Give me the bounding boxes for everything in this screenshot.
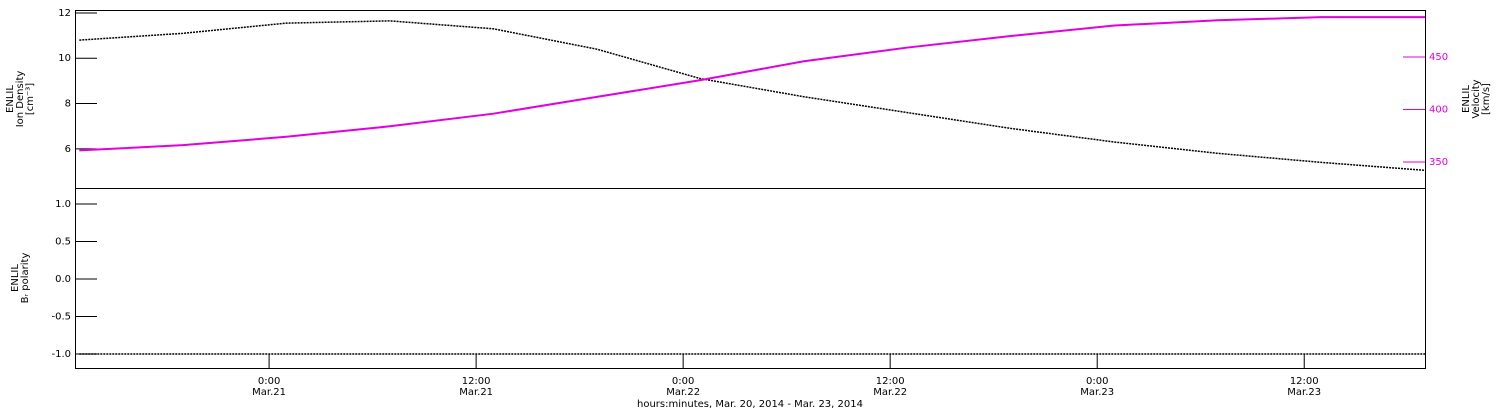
series-line — [79, 16, 1425, 152]
y-axis-label: Ion Density — [15, 71, 26, 128]
x-tick-label: 0:00 — [1086, 376, 1108, 387]
y-tick-label: 8 — [65, 99, 71, 110]
y-tick-label: -1.0 — [51, 349, 71, 360]
y2-axis-label: [km/s] — [1481, 83, 1492, 115]
y2-tick-label: 350 — [1429, 157, 1448, 168]
x-tick-label: 12:00 — [1290, 376, 1319, 387]
x-tick-label: 0:00 — [258, 376, 280, 387]
y-tick-label: 12 — [58, 8, 71, 19]
x-tick-date: Mar.22 — [666, 387, 700, 398]
y-axis-label: ENLIL — [5, 85, 16, 113]
y-tick-label: 0.0 — [55, 274, 71, 285]
x-axis-label: hours:minutes, Mar. 20, 2014 - Mar. 23, … — [637, 399, 863, 410]
y-tick-label: 6 — [65, 144, 71, 155]
y2-axis-label: ENLIL — [1461, 85, 1472, 113]
top-panel-frame — [75, 10, 1426, 189]
y2-axis-label: Velocity — [1471, 79, 1482, 118]
y-tick-label: 0.5 — [55, 236, 71, 247]
y-axis-label: [cm⁻³] — [25, 83, 36, 115]
y-tick-label: 10 — [58, 53, 71, 64]
x-tick-label: 12:00 — [462, 376, 491, 387]
x-tick-date: Mar.22 — [873, 387, 907, 398]
y-tick-label: 1.0 — [55, 199, 71, 210]
y-axis-label: ENLIL — [10, 264, 21, 292]
y-tick-label: -0.5 — [51, 311, 71, 322]
y2-tick-label: 400 — [1429, 104, 1448, 115]
x-tick-date: Mar.21 — [459, 387, 493, 398]
y-axis-label: Bᵣ polarity — [20, 253, 31, 304]
x-tick-label: 0:00 — [672, 376, 694, 387]
bottom-panel-frame — [75, 188, 1426, 369]
x-tick-date: Mar.23 — [1080, 387, 1114, 398]
series-line — [79, 20, 1426, 172]
x-tick-date: Mar.23 — [1287, 387, 1321, 398]
x-tick-label: 12:00 — [876, 376, 905, 387]
y2-tick-label: 450 — [1429, 52, 1448, 63]
x-tick-date: Mar.21 — [252, 387, 286, 398]
